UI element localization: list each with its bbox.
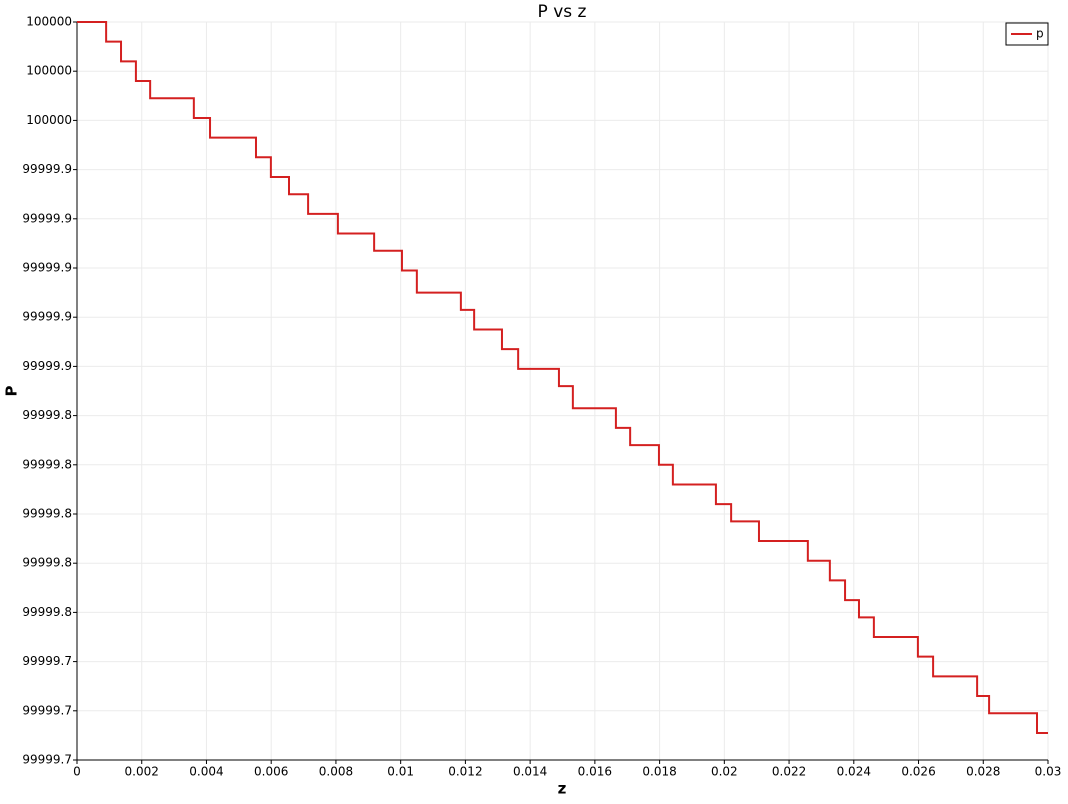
x-tick-label: 0.016: [578, 765, 612, 779]
y-tick-label: 100000: [26, 15, 72, 29]
x-tick-label: 0.004: [189, 765, 223, 779]
x-tick-label: 0.024: [837, 765, 871, 779]
x-tick-label: 0.006: [254, 765, 288, 779]
y-tick-label: 100000: [26, 113, 72, 127]
x-tick-label: 0.008: [319, 765, 353, 779]
x-tick-label: 0.028: [966, 765, 1000, 779]
y-tick-label: 99999.8: [22, 605, 72, 619]
x-tick-label: 0.022: [772, 765, 806, 779]
y-tick-label: 100000: [26, 64, 72, 78]
y-tick-label: 99999.8: [22, 507, 72, 521]
x-tick-label: 0.026: [901, 765, 935, 779]
x-axis-label: z: [558, 780, 567, 798]
data-line: [77, 21, 1048, 734]
y-tick-label: 99999.8: [22, 457, 72, 471]
x-tick-label: 0.018: [642, 765, 676, 779]
y-tick-label: 99999.9: [22, 211, 72, 225]
y-tick-label: 99999.7: [22, 654, 72, 668]
y-tick-label: 99999.8: [22, 556, 72, 570]
y-tick-label: 99999.7: [22, 753, 72, 767]
legend-label: p: [1036, 27, 1044, 41]
y-tick-label: 99999.9: [22, 359, 72, 373]
x-tick-label: 0.002: [125, 765, 159, 779]
x-tick-label: 0.014: [513, 765, 547, 779]
y-tick-label: 99999.7: [22, 703, 72, 717]
x-tick-label: 0: [73, 765, 81, 779]
y-tick-label: 99999.9: [22, 162, 72, 176]
y-axis-label: P: [3, 386, 21, 397]
x-tick-label: 0.012: [448, 765, 482, 779]
y-tick-label: 99999.9: [22, 310, 72, 324]
chart-title: P vs z: [538, 2, 587, 22]
x-tick-label: 0.03: [1035, 765, 1062, 779]
y-tick-label: 99999.9: [22, 261, 72, 275]
y-tick-label: 99999.8: [22, 408, 72, 422]
x-tick-label: 0.02: [711, 765, 738, 779]
x-tick-label: 0.01: [387, 765, 414, 779]
